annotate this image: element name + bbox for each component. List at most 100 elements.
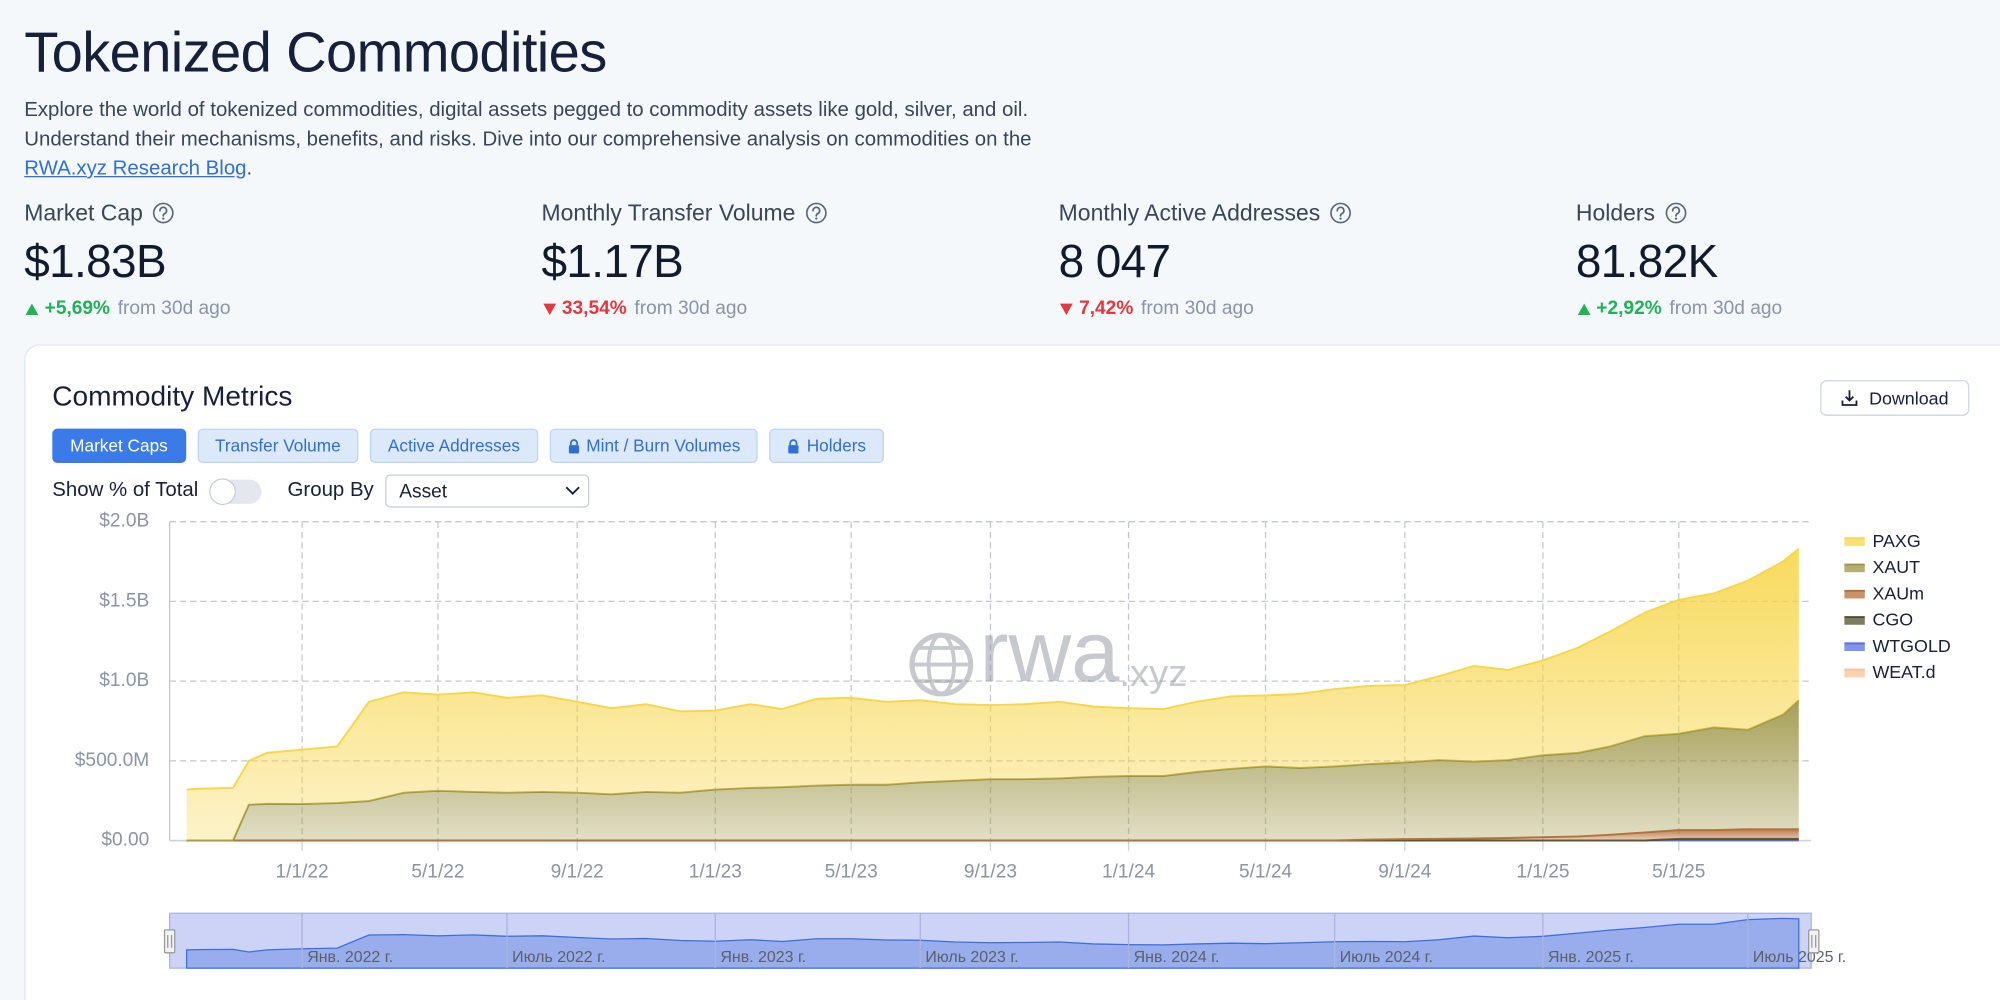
metric-note: from 30d ago <box>1669 297 1783 319</box>
tab-label: Mint / Burn Volumes <box>586 436 741 456</box>
change-arrow-shape <box>1059 303 1073 316</box>
x-tick-label: 5/1/25 <box>1652 861 1705 882</box>
change-arrow <box>1059 303 1073 316</box>
toggle[interactable] <box>209 477 263 505</box>
help-icon[interactable] <box>152 202 175 225</box>
tab-label: Active Addresses <box>387 436 520 456</box>
metric-change: +2,92% <box>1596 297 1662 319</box>
lock-icon <box>788 438 800 453</box>
help-mark <box>159 206 168 217</box>
blog-link[interactable]: RWA.xyz Research Blog <box>24 158 247 180</box>
navigator-handle-grip <box>167 934 173 948</box>
toggle-knob <box>209 477 237 505</box>
metric-change: 33,54% <box>561 297 627 319</box>
x-tick-label: 1/1/24 <box>1102 861 1156 882</box>
select-chevron-shape <box>565 486 580 495</box>
legend-swatch <box>1844 590 1865 599</box>
metric-label-row: Monthly Transfer Volume <box>541 199 827 227</box>
description-text: Explore the world of tokenized commoditi… <box>24 99 1032 151</box>
help-icon[interactable] <box>1329 202 1352 225</box>
help-icon[interactable] <box>1664 202 1687 225</box>
lock-body <box>568 444 579 453</box>
x-tick-label: 1/1/22 <box>276 861 329 882</box>
help-dot <box>1674 217 1677 220</box>
metric-note: from 30d ago <box>117 297 231 319</box>
x-tick-label: 9/1/24 <box>1378 861 1432 882</box>
navigator-handle[interactable] <box>163 929 176 954</box>
y-tick-label: $1.0B <box>99 670 149 691</box>
metric-change: 7,42% <box>1079 297 1134 319</box>
legend-label: XAUT <box>1872 557 1920 577</box>
legend-swatch <box>1844 538 1865 546</box>
description-end: . <box>246 158 253 180</box>
card-title: Commodity Metrics <box>52 380 293 412</box>
help-dot <box>162 217 165 220</box>
tab[interactable]: Market Caps <box>52 428 186 464</box>
metric-label: Monthly Transfer Volume <box>541 200 796 226</box>
download-icon-shape <box>1842 390 1858 406</box>
metric-value: 81.82K <box>1575 234 1718 287</box>
tab[interactable]: Mint / Burn Volumes <box>549 428 759 464</box>
metric-label: Market Cap <box>24 200 143 226</box>
x-tick-label: 5/1/23 <box>825 861 878 882</box>
metric-note: from 30d ago <box>1141 297 1254 319</box>
tab[interactable]: Holders <box>769 428 884 464</box>
tabs: Market Caps Transfer Volume Active Address… <box>52 428 884 464</box>
help-mark <box>1336 206 1345 217</box>
legend-label: CGO <box>1872 610 1913 630</box>
change-arrow-shape <box>25 303 39 316</box>
legend-label: PAXG <box>1872 531 1920 551</box>
area <box>186 548 1799 841</box>
y-tick-label: $2.0B <box>99 511 149 532</box>
metric: Market Cap $1.83B +5,69% from 30d ago <box>24 199 534 327</box>
change-arrow-shape <box>542 303 556 316</box>
watermark-text: rwa.xyz <box>980 603 1188 700</box>
metric-label-row: Monthly Active Addresses <box>1059 199 1353 227</box>
help-circle <box>805 202 827 224</box>
y-tick-label: $0.00 <box>101 830 149 851</box>
area <box>186 700 1799 841</box>
help-circle <box>1665 202 1686 224</box>
navigator-handle[interactable] <box>1808 929 1820 954</box>
navigator-label: Янв. 2022 г. <box>307 949 393 966</box>
download-button[interactable]: Download <box>1820 380 1970 416</box>
metric: Holders 81.82K +2,92% from 30d ago <box>1576 199 2000 327</box>
legend-swatch <box>1844 617 1865 625</box>
help-dot <box>814 217 817 220</box>
navigator-area <box>185 917 1800 969</box>
lock-icon <box>568 438 579 453</box>
metric-change: +5,69% <box>44 297 111 319</box>
description: Explore the world of tokenized commoditi… <box>24 96 1089 184</box>
help-circle <box>152 202 174 224</box>
metric-change-row: +5,69% from 30d ago <box>24 297 230 320</box>
navigator-label: Янв. 2023 г. <box>720 949 806 966</box>
navigator-label: Июль 2025 г. <box>1753 949 1846 966</box>
change-arrow-shape <box>1577 303 1590 316</box>
tab-label: Transfer Volume <box>214 436 341 456</box>
navigator-label: Июль 2022 г. <box>512 949 605 966</box>
tab-label: Holders <box>806 436 867 456</box>
tab[interactable]: Active Addresses <box>369 428 538 464</box>
group-by-select[interactable]: Asset <box>385 474 590 508</box>
tab[interactable]: Transfer Volume <box>197 428 359 464</box>
x-tick-label: 1/1/25 <box>1516 861 1569 882</box>
group-by-label: Group By <box>287 479 374 502</box>
group-by-value: Asset <box>399 480 448 502</box>
tab-label: Market Caps <box>70 436 168 456</box>
metric-change-row: +2,92% from 30d ago <box>1576 297 1782 320</box>
legend-swatch <box>1844 564 1865 573</box>
metric-value: $1.83B <box>24 234 166 287</box>
select-chevron <box>565 486 580 495</box>
y-tick-label: $1.5B <box>99 590 149 611</box>
area-line <box>186 548 1800 791</box>
metric-label: Monthly Active Addresses <box>1058 200 1321 226</box>
metric-value: $1.17B <box>541 234 684 287</box>
help-icon[interactable] <box>804 202 827 225</box>
lock-body <box>788 444 800 453</box>
metric-label-row: Holders <box>1576 199 1687 227</box>
x-tick-label: 1/1/23 <box>689 861 742 882</box>
legend-swatch <box>1844 643 1865 652</box>
